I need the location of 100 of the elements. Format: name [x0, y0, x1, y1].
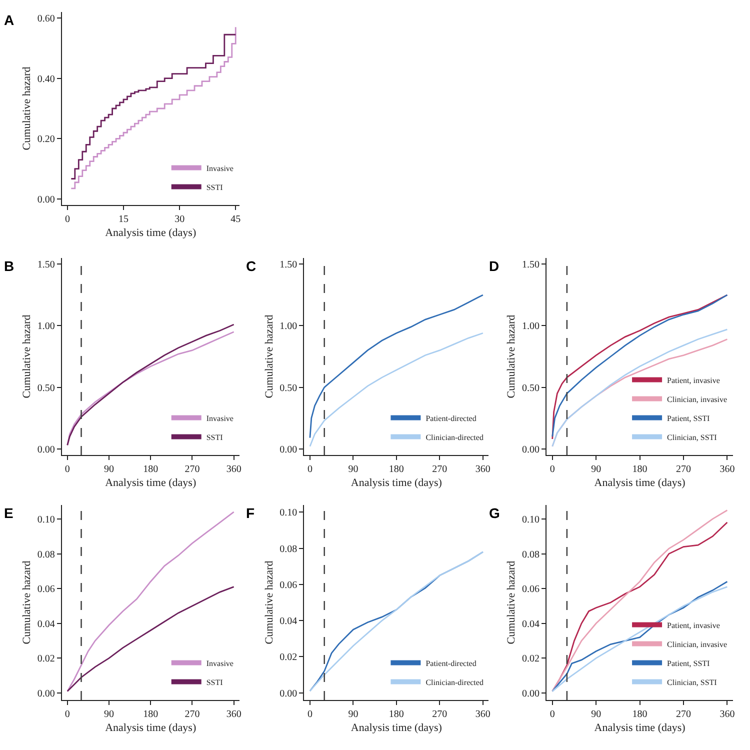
y-tick-label: 0.06: [522, 584, 540, 596]
y-tick-label: 0.06: [280, 580, 298, 591]
legend-label: Clinician-directed: [426, 678, 484, 687]
x-tick-label: 30: [174, 214, 185, 225]
x-tick-label: 180: [388, 464, 404, 475]
y-tick-label: 0.08: [522, 549, 540, 560]
y-axis-title: Cumulative hazard: [506, 314, 518, 398]
y-tick-label: 0.02: [280, 652, 298, 664]
y-tick-label: 0.50: [522, 382, 540, 394]
y-tick-label: 1.00: [280, 321, 298, 332]
y-axis-title: Cumulative hazard: [506, 560, 518, 644]
y-tick-label: 1.50: [37, 260, 55, 271]
x-tick-label: 90: [591, 709, 602, 720]
x-axis-title: Analysis time (days): [105, 477, 196, 490]
line-series: [309, 332, 484, 448]
y-tick-label: 0.04: [522, 618, 540, 630]
y-tick-label: 0.50: [37, 382, 55, 394]
y-tick-label: 0.40: [37, 74, 55, 85]
x-tick-label: 0: [64, 464, 70, 475]
x-tick-label: 90: [348, 709, 358, 720]
legend-label: Clinician, invasive: [667, 394, 728, 404]
y-tick-label: 0.60: [37, 14, 55, 25]
x-tick-label: 0: [550, 464, 555, 475]
legend-label: Patient-directed: [426, 658, 476, 668]
y-tick-label: 0.50: [280, 382, 298, 394]
legend-label: Invasive: [206, 414, 234, 423]
legend-label: Patient, SSTI: [667, 414, 710, 423]
x-tick-label: 0: [550, 709, 555, 720]
x-tick-label: 360: [475, 464, 490, 475]
x-tick-label: 180: [632, 709, 648, 720]
legend-label: SSTI: [206, 678, 224, 687]
x-axis-title: Analysis time (days): [105, 722, 196, 734]
x-tick-label: 180: [388, 709, 404, 720]
line-series: [309, 551, 484, 692]
y-tick-label: 0.00: [522, 444, 540, 456]
y-tick-label: 0.04: [280, 616, 298, 628]
x-tick-label: 0: [307, 464, 312, 475]
x-tick-label: 0: [64, 709, 70, 720]
y-tick-label: 0.02: [37, 654, 55, 665]
y-tick-label: 0.00: [37, 688, 55, 700]
legend-label: Patient, invasive: [667, 376, 720, 385]
legend-label: Patient, SSTI: [667, 658, 710, 668]
x-tick-label: 45: [230, 214, 241, 225]
x-axis-title: Analysis time (days): [594, 722, 686, 734]
y-tick-label: 1.00: [522, 321, 540, 332]
y-tick-label: 0.10: [37, 514, 55, 526]
y-tick-label: 0.00: [37, 444, 55, 456]
legend-label: Invasive: [206, 658, 234, 668]
y-tick-label: 1.50: [280, 260, 298, 271]
legend-label: Clinician-directed: [426, 432, 484, 442]
x-axis-title: Analysis time (days): [350, 477, 442, 490]
legend-label: Invasive: [206, 164, 234, 173]
y-tick-label: 0.00: [280, 688, 298, 700]
legend-label: SSTI: [206, 432, 224, 442]
chart-title: G: [489, 505, 500, 521]
y-tick-label: 0.00: [522, 688, 540, 700]
x-tick-label: 270: [184, 709, 200, 720]
y-tick-label: 0.08: [280, 544, 298, 555]
y-tick-label: 1.00: [37, 321, 55, 332]
line-series: [66, 586, 235, 692]
y-tick-label: 0.00: [37, 194, 55, 206]
y-axis-title: Cumulative hazard: [20, 314, 33, 398]
x-tick-label: 90: [591, 464, 602, 475]
y-axis-title: Cumulative hazard: [20, 66, 33, 150]
legend-label: Patient, invasive: [667, 620, 720, 630]
x-tick-label: 360: [720, 464, 735, 475]
x-tick-label: 90: [348, 464, 358, 475]
chart-title: A: [4, 12, 14, 28]
x-tick-label: 90: [104, 709, 114, 720]
legend-label: Patient-directed: [426, 414, 476, 423]
chart-title: E: [4, 505, 14, 521]
x-tick-label: 0: [307, 709, 312, 720]
y-tick-label: 0.20: [37, 134, 55, 146]
chart-title: B: [4, 258, 14, 274]
legend-label: Clinician, invasive: [667, 640, 728, 649]
x-tick-label: 360: [720, 709, 735, 720]
chart-title: F: [246, 505, 255, 521]
y-axis-title: Cumulative hazard: [263, 560, 276, 644]
x-tick-label: 360: [226, 464, 242, 475]
x-tick-label: 270: [432, 709, 448, 720]
line-series: [66, 511, 235, 692]
x-tick-label: 270: [676, 464, 691, 475]
line-series: [309, 294, 484, 438]
y-tick-label: 0.10: [522, 514, 540, 526]
x-tick-label: 360: [475, 709, 490, 720]
legend-label: Clinician, SSTI: [667, 432, 718, 442]
y-tick-label: 0.02: [522, 654, 540, 665]
chart-title: D: [489, 258, 500, 274]
y-tick-label: 0.10: [280, 508, 298, 519]
y-tick-label: 0.04: [37, 618, 55, 630]
chart-title: C: [246, 258, 256, 274]
x-axis-title: Analysis time (days): [594, 477, 686, 490]
y-tick-label: 0.08: [37, 549, 55, 560]
x-tick-label: 0: [64, 214, 70, 225]
x-tick-label: 270: [184, 464, 200, 475]
x-tick-label: 180: [632, 464, 648, 475]
x-axis-title: Analysis time (days): [105, 227, 196, 240]
x-tick-label: 360: [226, 709, 242, 720]
x-tick-label: 15: [118, 214, 129, 225]
legend-label: Clinician, SSTI: [667, 678, 718, 687]
